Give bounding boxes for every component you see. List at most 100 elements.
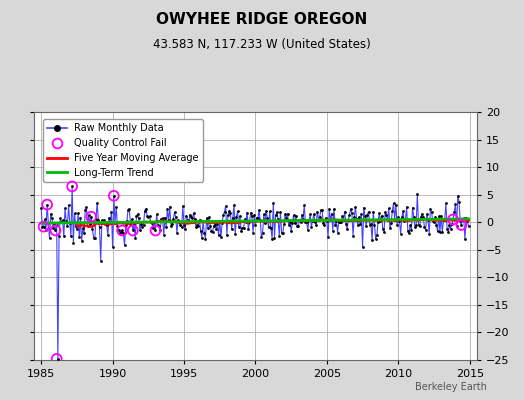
- Point: [249, 230, 257, 236]
- Point: [77, 215, 85, 221]
- Point: [204, 224, 212, 231]
- Point: [299, 216, 307, 222]
- Point: [353, 216, 361, 223]
- Point: [276, 208, 285, 215]
- Point: [263, 215, 271, 222]
- Point: [310, 211, 318, 217]
- Point: [461, 236, 469, 242]
- Point: [281, 210, 289, 217]
- Point: [340, 216, 348, 223]
- Point: [73, 226, 81, 232]
- Point: [135, 215, 143, 222]
- Point: [139, 222, 148, 228]
- Point: [129, 227, 137, 234]
- Point: [286, 219, 294, 225]
- Point: [294, 222, 302, 229]
- Point: [59, 217, 67, 224]
- Point: [302, 219, 311, 226]
- Point: [388, 208, 397, 214]
- Point: [264, 224, 272, 231]
- Point: [389, 200, 398, 207]
- Point: [100, 217, 108, 224]
- Point: [55, 232, 63, 239]
- Point: [96, 258, 105, 264]
- Point: [283, 210, 292, 217]
- Point: [129, 227, 137, 234]
- Point: [151, 227, 160, 234]
- Point: [95, 224, 104, 230]
- Point: [367, 220, 375, 227]
- Point: [186, 212, 194, 218]
- Point: [395, 218, 403, 224]
- Point: [236, 213, 244, 219]
- Point: [51, 227, 60, 234]
- Point: [253, 214, 261, 221]
- Point: [293, 222, 301, 229]
- Point: [430, 218, 438, 225]
- Point: [374, 218, 382, 225]
- Point: [342, 221, 350, 228]
- Point: [194, 223, 202, 229]
- Point: [154, 222, 162, 228]
- Point: [149, 225, 157, 231]
- Point: [50, 221, 59, 228]
- Point: [155, 223, 163, 229]
- Point: [326, 217, 335, 223]
- Point: [455, 198, 463, 205]
- Point: [184, 219, 193, 226]
- Point: [411, 224, 419, 230]
- Point: [408, 204, 417, 211]
- Point: [174, 217, 182, 223]
- Point: [222, 203, 230, 209]
- Point: [39, 224, 48, 230]
- Point: [121, 242, 129, 248]
- Point: [202, 215, 211, 221]
- Point: [250, 212, 258, 218]
- Point: [392, 202, 400, 208]
- Point: [209, 229, 217, 236]
- Point: [132, 213, 140, 220]
- Point: [386, 225, 394, 231]
- Point: [82, 204, 91, 210]
- Point: [307, 224, 315, 230]
- Point: [211, 220, 219, 227]
- Point: [355, 214, 363, 220]
- Point: [322, 214, 330, 221]
- Point: [104, 232, 112, 238]
- Point: [235, 224, 243, 230]
- Point: [87, 214, 95, 220]
- Point: [56, 215, 64, 221]
- Point: [346, 206, 355, 212]
- Point: [358, 244, 367, 250]
- Point: [462, 215, 471, 222]
- Point: [373, 232, 381, 238]
- Point: [271, 212, 280, 218]
- Point: [105, 215, 113, 221]
- Point: [257, 234, 266, 240]
- Point: [103, 222, 111, 228]
- Point: [213, 221, 222, 227]
- Point: [456, 218, 464, 224]
- Point: [421, 226, 430, 233]
- Point: [442, 200, 450, 207]
- Point: [256, 217, 265, 223]
- Point: [446, 226, 455, 232]
- Point: [200, 230, 209, 236]
- Point: [52, 222, 61, 228]
- Point: [431, 214, 439, 220]
- Point: [168, 221, 176, 228]
- Point: [305, 217, 313, 224]
- Point: [451, 201, 460, 208]
- Point: [243, 210, 252, 216]
- Point: [463, 218, 472, 224]
- Point: [403, 227, 412, 234]
- Point: [361, 212, 369, 219]
- Point: [64, 202, 73, 208]
- Point: [47, 211, 55, 217]
- Point: [262, 208, 270, 214]
- Point: [124, 206, 132, 213]
- Point: [347, 210, 356, 216]
- Point: [266, 208, 274, 214]
- Point: [179, 203, 187, 210]
- Point: [349, 232, 357, 239]
